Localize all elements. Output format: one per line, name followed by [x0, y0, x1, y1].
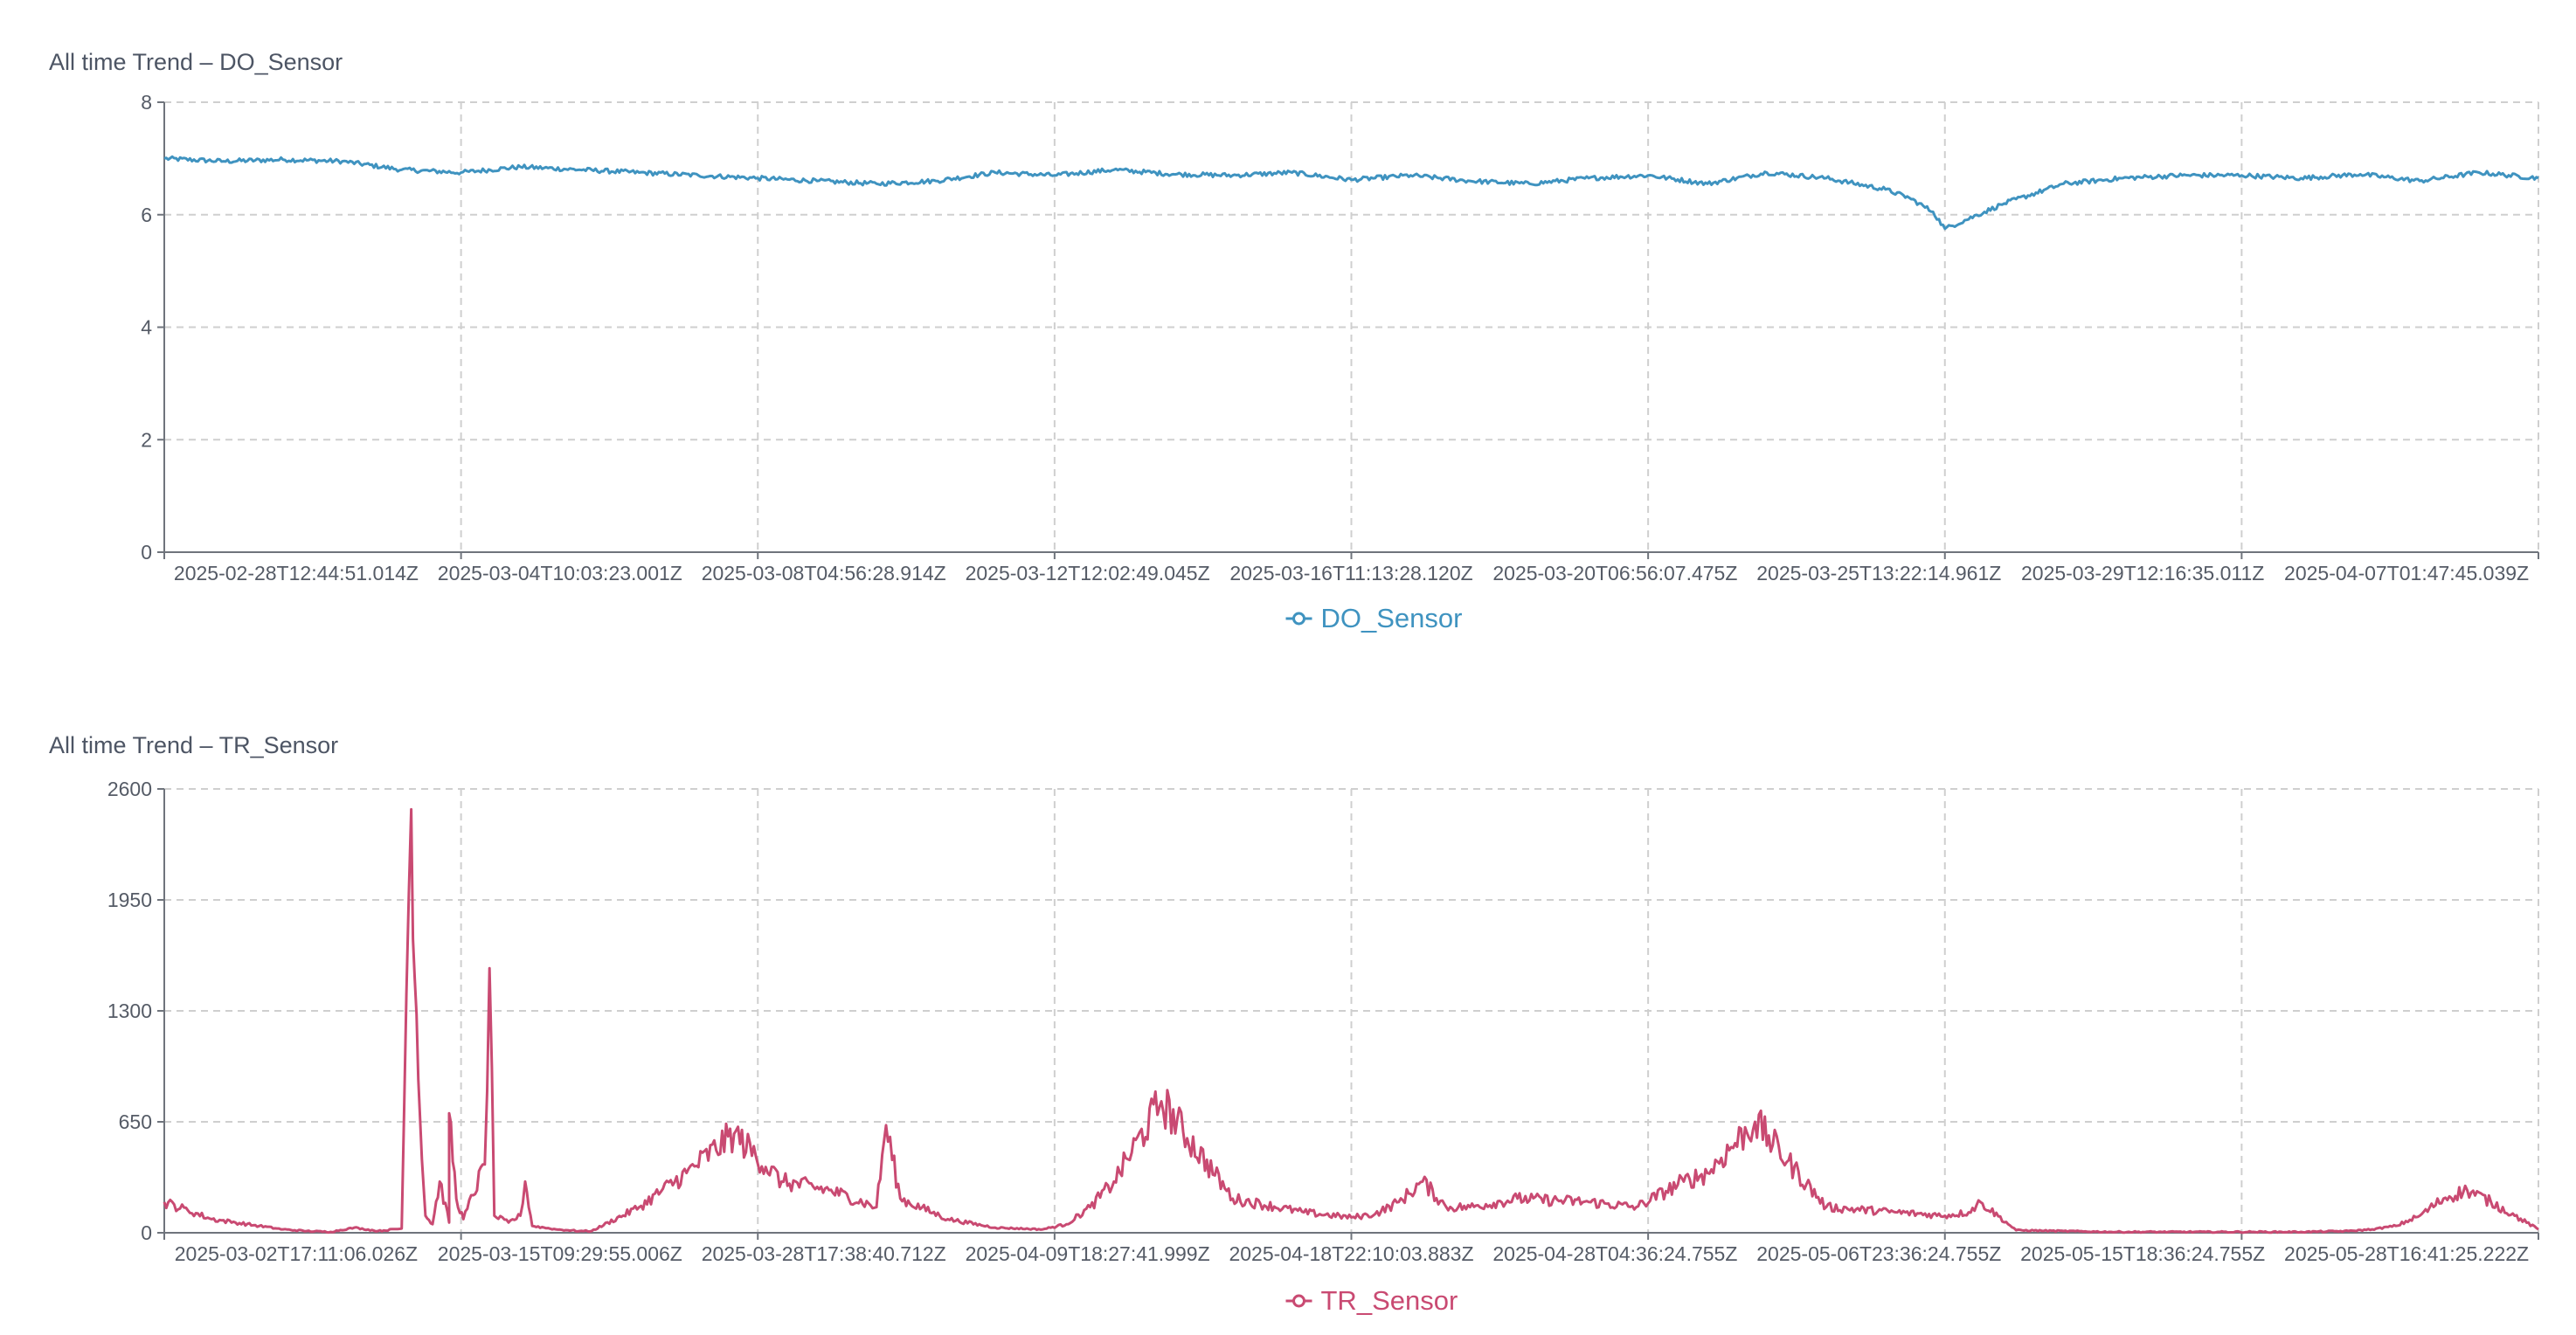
x-tick-label: 2025-03-29T12:16:35.011Z [2021, 562, 2264, 584]
y-tick-label: 2 [141, 428, 152, 451]
x-tick-label: 2025-05-06T23:36:24.755Z [1756, 1242, 2001, 1265]
x-tick-label: 2025-05-15T18:36:24.755Z [2020, 1242, 2265, 1265]
y-tick-label: 0 [141, 1221, 152, 1244]
y-tick-label: 0 [141, 541, 152, 564]
x-tick-label: 2025-04-09T18:27:41.999Z [966, 1242, 1210, 1265]
y-tick-label: 6 [141, 204, 152, 226]
x-tick-label: 2025-03-20T06:56:07.475Z [1492, 562, 1737, 584]
y-tick-label: 650 [119, 1110, 152, 1133]
legend: DO_Sensor [1285, 603, 1463, 633]
series-line-DO_Sensor [163, 155, 2539, 231]
y-tick-label: 8 [141, 91, 152, 114]
x-tick-label: 2025-03-15T09:29:55.006Z [438, 1242, 682, 1265]
x-tick-label: 2025-04-18T22:10:03.883Z [1229, 1242, 1473, 1265]
y-tick-label: 1950 [107, 889, 152, 911]
x-tick-label: 2025-05-28T16:41:25.222Z [2284, 1242, 2529, 1265]
series-line-TR_Sensor [163, 807, 2539, 1235]
y-tick-label: 1300 [107, 1000, 152, 1022]
chart-2: All time Trend – TR_Sensor 0 650 1300 1950 26… [49, 732, 2539, 1316]
y-tick-label: 2600 [107, 778, 152, 800]
x-tick-label: 2025-03-02T17:11:06.026Z [175, 1242, 418, 1265]
chart-title: All time Trend – DO_Sensor [49, 49, 343, 75]
x-tick-label: 2025-04-07T01:47:45.039Z [2284, 562, 2529, 584]
x-tick-label: 2025-03-28T17:38:40.712Z [702, 1242, 946, 1265]
chart-1: All time Trend – DO_Sensor 0 2 4 6 8 2025-02-2… [49, 49, 2539, 633]
legend-label: TR_Sensor [1321, 1285, 1458, 1316]
legend: TR_Sensor [1285, 1285, 1458, 1316]
x-tick-label: 2025-03-25T13:22:14.961Z [1756, 562, 2001, 584]
legend-marker [1292, 1294, 1305, 1308]
y-tick-label: 4 [141, 316, 152, 339]
chart-title: All time Trend – TR_Sensor [49, 732, 338, 758]
x-tick-label: 2025-04-28T04:36:24.755Z [1492, 1242, 1737, 1265]
legend-label: DO_Sensor [1321, 603, 1463, 633]
x-tick-label: 2025-03-16T11:13:28.120Z [1229, 562, 1472, 584]
x-tick-label: 2025-03-08T04:56:28.914Z [702, 562, 946, 584]
legend-marker [1292, 612, 1305, 626]
x-tick-label: 2025-03-04T10:03:23.001Z [438, 562, 682, 584]
x-tick-label: 2025-03-12T12:02:49.045Z [966, 562, 1210, 584]
x-tick-label: 2025-02-28T12:44:51.014Z [174, 562, 419, 584]
